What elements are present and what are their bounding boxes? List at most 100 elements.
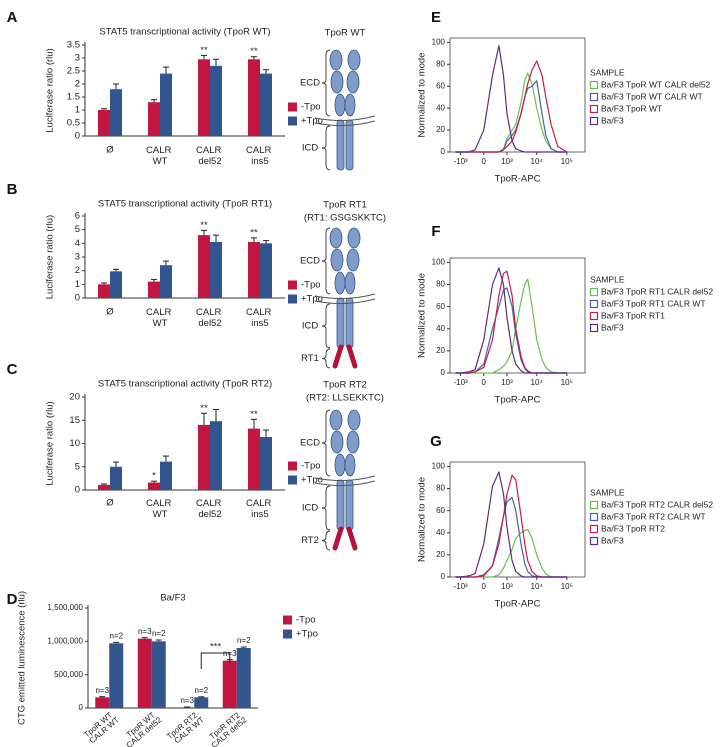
legend-swatch (589, 104, 599, 114)
y-tick-label: 0 (75, 485, 80, 496)
y-tick-label: 100 (432, 462, 446, 471)
histogram-line (455, 270, 567, 374)
legend-swatch (589, 299, 599, 309)
panel-letter: A (7, 9, 18, 26)
legend-swatch (589, 311, 599, 321)
x-tick-label: 10⁴ (531, 378, 544, 387)
legend-swatch (589, 536, 599, 546)
label-line: ins5 (251, 156, 268, 167)
y-tick-label: 6 (75, 211, 80, 222)
x-tick-label: Ø (106, 498, 114, 509)
bar (198, 235, 210, 298)
legend-label: -Tpo (296, 615, 316, 626)
x-tick-label: 10⁵ (561, 582, 573, 591)
domain-label: ECD (300, 256, 320, 267)
y-tick-label: 20 (69, 392, 80, 403)
y-tick-label: 40 (436, 324, 445, 333)
x-tick-label: Ø (106, 145, 114, 156)
bar (109, 643, 124, 708)
bar (148, 102, 160, 136)
n-label: n=3 (138, 627, 152, 636)
label-line: CALR (196, 145, 221, 156)
legend-label: Ba/F3 (601, 322, 624, 332)
bar (260, 73, 272, 136)
plot-frame (449, 37, 586, 153)
bar (248, 428, 260, 490)
x-tick-label: 10⁵ (561, 378, 573, 387)
legend-swatch (288, 116, 297, 126)
y-tick-label: 40 (436, 103, 445, 112)
bar (160, 265, 172, 298)
y-tick-label: 0.5 (67, 118, 80, 129)
bar (210, 421, 222, 490)
x-tick-label: 0 (482, 157, 487, 166)
bar (160, 461, 172, 490)
legend-swatch (283, 629, 292, 639)
label-line: CALR (146, 307, 171, 318)
bar (95, 697, 110, 708)
y-tick-label: 1.5 (67, 92, 80, 103)
x-tick-label: 10³ (501, 378, 513, 387)
histogram-line (455, 496, 567, 578)
significance-label: ** (200, 45, 208, 56)
significance-label: ** (250, 46, 258, 57)
legend-label: Ba/F3 TpoR RT1 (601, 310, 665, 320)
legend-label: Ba/F3 TpoR RT2 (601, 523, 665, 533)
legend-swatch (288, 280, 297, 290)
x-tick-label: CALR ins5 (246, 498, 274, 520)
n-label: n=2 (237, 636, 251, 645)
label-line: del52 (198, 509, 221, 520)
label-line: CALR (246, 498, 271, 509)
legend-label: -Tpo (301, 280, 321, 291)
domain-brace (321, 49, 331, 117)
y-tick-label: 2 (75, 265, 80, 276)
bar (260, 436, 272, 490)
label-line: CALR (246, 307, 271, 318)
x-tick-label: Ø (106, 307, 114, 318)
legend-label: -Tpo (301, 461, 321, 472)
domain-brace (321, 125, 331, 171)
label-line: CALR (196, 307, 221, 318)
y-tick-label: 500,000 (54, 670, 83, 679)
domain-label: ECD (300, 438, 320, 449)
legend-label: Ba/F3 TpoR RT2 CALR WT (601, 511, 706, 521)
plot-frame (449, 257, 586, 374)
legend-label: Ba/F3 TpoR WT CALR WT (601, 91, 703, 101)
x-tick-label: TpoR RT2 CALR del52 (205, 709, 249, 747)
x-tick-label: CALR WT (146, 145, 174, 167)
bar (248, 59, 260, 136)
domain-brace (321, 303, 331, 349)
legend-label: Ba/F3 (601, 115, 624, 125)
domain-label: ECD (300, 78, 320, 89)
significance-label: ** (250, 227, 258, 238)
histogram-line (455, 474, 567, 578)
x-tick-label: 10⁴ (531, 157, 544, 166)
x-tick-label: 0 (482, 378, 487, 387)
histogram-line (455, 60, 568, 153)
bracket-label: *** (210, 642, 221, 653)
label-line: CALR (246, 145, 271, 156)
bar (110, 89, 122, 136)
label-line: ins5 (251, 509, 268, 520)
bar (194, 697, 209, 708)
significance-label: ** (250, 409, 258, 420)
significance-label: ** (200, 403, 208, 414)
y-tick-label: 1 (75, 105, 80, 116)
y-axis-label: CTG emitted luminescence (rlu) (17, 591, 28, 725)
y-tick-label: 2 (75, 79, 80, 90)
x-tick-label: TpoR WT CALR del52 (120, 709, 164, 747)
bar (210, 241, 222, 298)
x-tick-label: CALR WT (146, 307, 174, 329)
x-axis-label: TpoR-APC (495, 599, 541, 610)
legend-label: -Tpo (301, 102, 321, 113)
histogram-line (455, 287, 567, 374)
y-tick-label: 0 (441, 572, 446, 581)
histogram-line (455, 72, 567, 153)
receptor (314, 409, 376, 531)
x-tick-label: TpoR RT2 CALR WT (165, 709, 206, 747)
legend-swatch (589, 323, 599, 333)
bar (148, 482, 160, 490)
bar (137, 638, 152, 708)
